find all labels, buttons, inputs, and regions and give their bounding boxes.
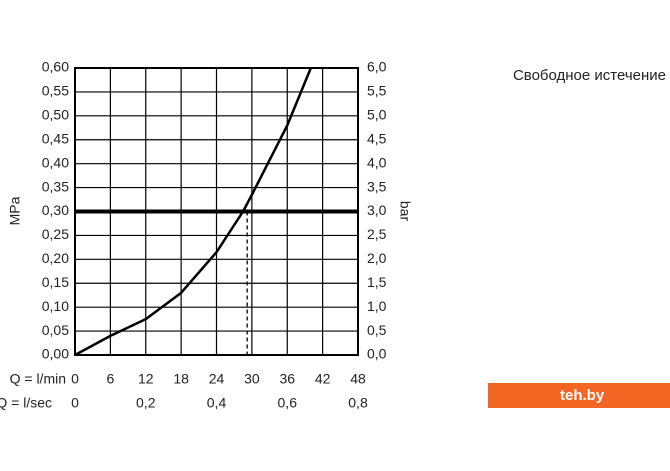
- y2-tick-label: 3,5: [367, 178, 387, 194]
- y2-tick-label: 5,0: [367, 107, 387, 123]
- x-tick-label: 42: [315, 371, 331, 387]
- y-tick-label: 0,60: [42, 59, 69, 75]
- y2-tick-label: 0,5: [367, 322, 387, 338]
- y-tick-label: 0,40: [42, 154, 69, 170]
- x2-tick-label: 0,2: [136, 395, 156, 411]
- y-tick-label: 0,50: [42, 107, 69, 123]
- y2-tick-label: 1,0: [367, 298, 387, 314]
- x-tick-label: 0: [71, 371, 79, 387]
- x-tick-label: 36: [279, 371, 295, 387]
- x2-tick-label: 0,6: [278, 395, 298, 411]
- x2-axis-label: Q = l/sec: [0, 395, 52, 411]
- y2-tick-label: 2,0: [367, 250, 387, 266]
- y2-tick-label: 1,5: [367, 274, 387, 290]
- x-tick-label: 48: [350, 371, 366, 387]
- x2-tick-label: 0: [71, 395, 79, 411]
- x2-tick-label: 0,8: [348, 395, 368, 411]
- y-tick-label: 0,15: [42, 274, 69, 290]
- y2-tick-label: 2,5: [367, 226, 387, 242]
- y-tick-label: 0,35: [42, 178, 69, 194]
- y-tick-label: 0,55: [42, 83, 69, 99]
- y2-tick-label: 4,5: [367, 130, 387, 146]
- y-tick-label: 0,20: [42, 250, 69, 266]
- y-tick-label: 0,25: [42, 226, 69, 242]
- y2-tick-label: 4,0: [367, 154, 387, 170]
- y2-tick-label: 3,0: [367, 202, 387, 218]
- x-tick-label: 24: [209, 371, 225, 387]
- y-tick-label: 0,05: [42, 322, 69, 338]
- watermark-box: [488, 383, 670, 408]
- x-tick-label: 18: [173, 371, 189, 387]
- x-tick-label: 12: [138, 371, 154, 387]
- y2-axis-label: bar: [397, 201, 413, 222]
- y-tick-label: 0,10: [42, 298, 69, 314]
- watermark: teh.by: [560, 387, 605, 404]
- x-tick-label: 30: [244, 371, 260, 387]
- y2-tick-label: 0,0: [367, 346, 387, 362]
- curve: [74, 67, 312, 357]
- y-axis-label: MPa: [7, 196, 23, 225]
- y-tick-label: 0,45: [42, 130, 69, 146]
- y-tick-label: 0,00: [42, 346, 69, 362]
- chart-title: Свободное истечение: [513, 67, 666, 84]
- y2-tick-label: 6,0: [367, 59, 387, 75]
- x2-tick-label: 0,4: [207, 395, 227, 411]
- y2-tick-label: 5,5: [367, 83, 387, 99]
- x-tick-label: 6: [106, 371, 114, 387]
- y-tick-label: 0,30: [42, 202, 69, 218]
- x-axis-label: Q = l/min: [10, 371, 66, 387]
